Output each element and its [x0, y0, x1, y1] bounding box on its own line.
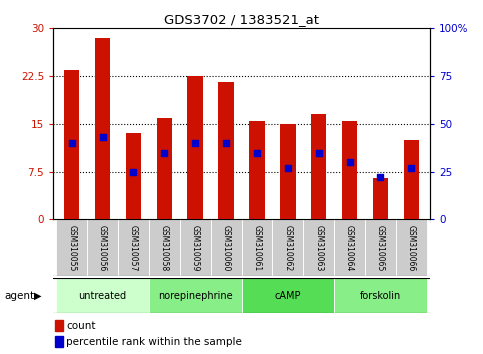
Point [315, 150, 323, 155]
Point [160, 150, 168, 155]
Bar [242, 219, 272, 276]
Point [408, 165, 415, 171]
Text: count: count [66, 321, 96, 331]
Text: GSM310062: GSM310062 [284, 225, 292, 271]
Text: untreated: untreated [78, 291, 127, 301]
Bar [118, 219, 149, 276]
Bar [311, 114, 327, 219]
Text: GSM310058: GSM310058 [160, 225, 169, 271]
Title: GDS3702 / 1383521_at: GDS3702 / 1383521_at [164, 13, 319, 26]
Bar [187, 76, 203, 219]
Bar [149, 219, 180, 276]
Text: percentile rank within the sample: percentile rank within the sample [66, 337, 242, 347]
Text: GSM310056: GSM310056 [98, 224, 107, 271]
Bar [342, 121, 357, 219]
Bar [55, 336, 63, 347]
Bar [242, 278, 334, 313]
Text: forskolin: forskolin [360, 291, 401, 301]
Text: GSM310061: GSM310061 [253, 225, 261, 271]
Text: GSM310066: GSM310066 [407, 224, 416, 271]
Text: GSM310060: GSM310060 [222, 224, 230, 271]
Bar [272, 219, 303, 276]
Bar [55, 320, 63, 331]
Bar [56, 278, 149, 313]
Text: GSM310059: GSM310059 [191, 224, 199, 271]
Text: GSM310065: GSM310065 [376, 224, 385, 271]
Bar [126, 133, 141, 219]
Bar [218, 82, 234, 219]
Bar [303, 219, 334, 276]
Text: cAMP: cAMP [274, 291, 301, 301]
Point [129, 169, 137, 175]
Point [377, 175, 384, 180]
Bar [95, 38, 110, 219]
Point [68, 140, 75, 146]
Bar [404, 140, 419, 219]
Text: norepinephrine: norepinephrine [158, 291, 232, 301]
Text: GSM310063: GSM310063 [314, 224, 323, 271]
Point [99, 135, 106, 140]
Bar [56, 219, 87, 276]
Point [191, 140, 199, 146]
Bar [280, 124, 296, 219]
Text: GSM310055: GSM310055 [67, 224, 76, 271]
Text: GSM310064: GSM310064 [345, 224, 354, 271]
Bar [334, 278, 427, 313]
Text: agent: agent [5, 291, 35, 301]
Bar [334, 219, 365, 276]
Bar [180, 219, 211, 276]
Bar [87, 219, 118, 276]
Bar [373, 178, 388, 219]
Point [346, 159, 354, 165]
Point [253, 150, 261, 155]
Text: ▶: ▶ [34, 291, 42, 301]
Bar [365, 219, 396, 276]
Point [284, 165, 292, 171]
Point [222, 140, 230, 146]
Bar [211, 219, 242, 276]
Bar [156, 118, 172, 219]
Text: GSM310057: GSM310057 [129, 224, 138, 271]
Bar [396, 219, 427, 276]
Bar [249, 121, 265, 219]
Bar [149, 278, 242, 313]
Bar [64, 70, 79, 219]
